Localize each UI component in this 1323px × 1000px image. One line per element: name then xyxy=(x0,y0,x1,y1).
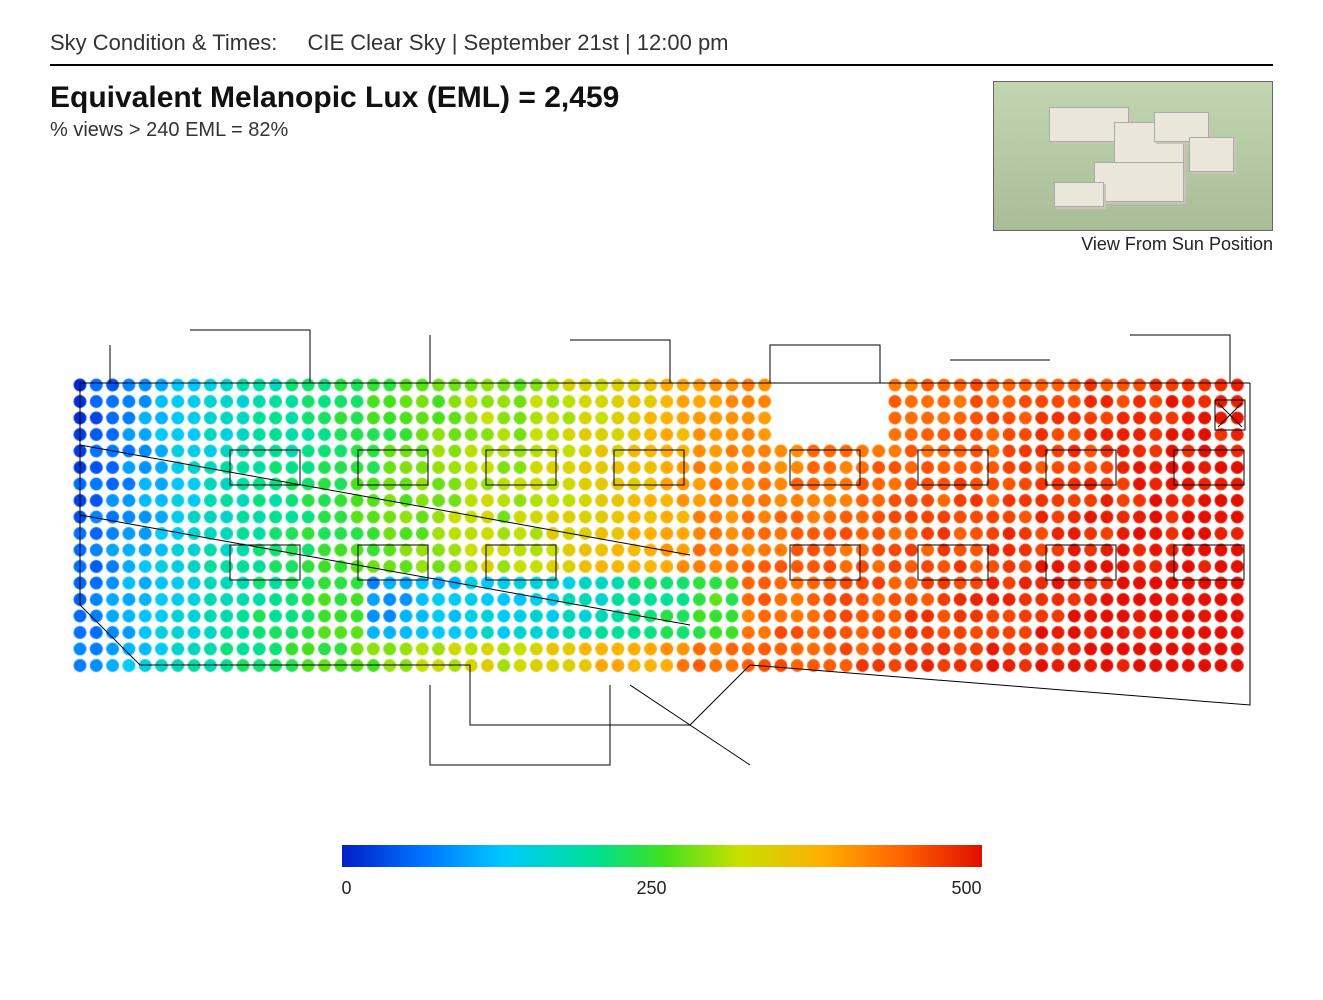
header-row: Sky Condition & Times: CIE Clear Sky | S… xyxy=(50,30,1273,66)
title-subtitle: % views > 240 EML = 82% xyxy=(50,119,619,142)
title-value: 2,459 xyxy=(544,81,619,114)
page-title: Equivalent Melanopic Lux (EML) = 2,459 xyxy=(50,81,619,115)
legend-min: 0 xyxy=(342,878,352,899)
title-block: Equivalent Melanopic Lux (EML) = 2,459 %… xyxy=(50,81,1273,255)
header-label: Sky Condition & Times: xyxy=(50,30,277,56)
legend-max: 500 xyxy=(951,878,981,899)
thumbnail-building xyxy=(1189,137,1234,172)
legend-gradient xyxy=(342,845,982,867)
title-text: Equivalent Melanopic Lux (EML) = 2,459 %… xyxy=(50,81,619,142)
header-value: CIE Clear Sky | September 21st | 12:00 p… xyxy=(307,30,728,56)
sun-view-thumbnail xyxy=(993,81,1273,231)
title-prefix: Equivalent Melanopic Lux (EML) = xyxy=(50,81,544,114)
color-legend: 0 250 500 xyxy=(342,845,982,899)
thumbnail-building xyxy=(1054,182,1104,207)
legend-mid: 250 xyxy=(636,878,666,899)
heatmap-canvas xyxy=(50,305,1270,785)
legend-labels: 0 250 500 xyxy=(342,878,982,899)
sun-view-thumbnail-box: View From Sun Position xyxy=(993,81,1273,255)
thumbnail-caption: View From Sun Position xyxy=(993,234,1273,255)
thumbnail-building xyxy=(1094,162,1184,202)
floorplan-heatmap xyxy=(50,305,1270,785)
